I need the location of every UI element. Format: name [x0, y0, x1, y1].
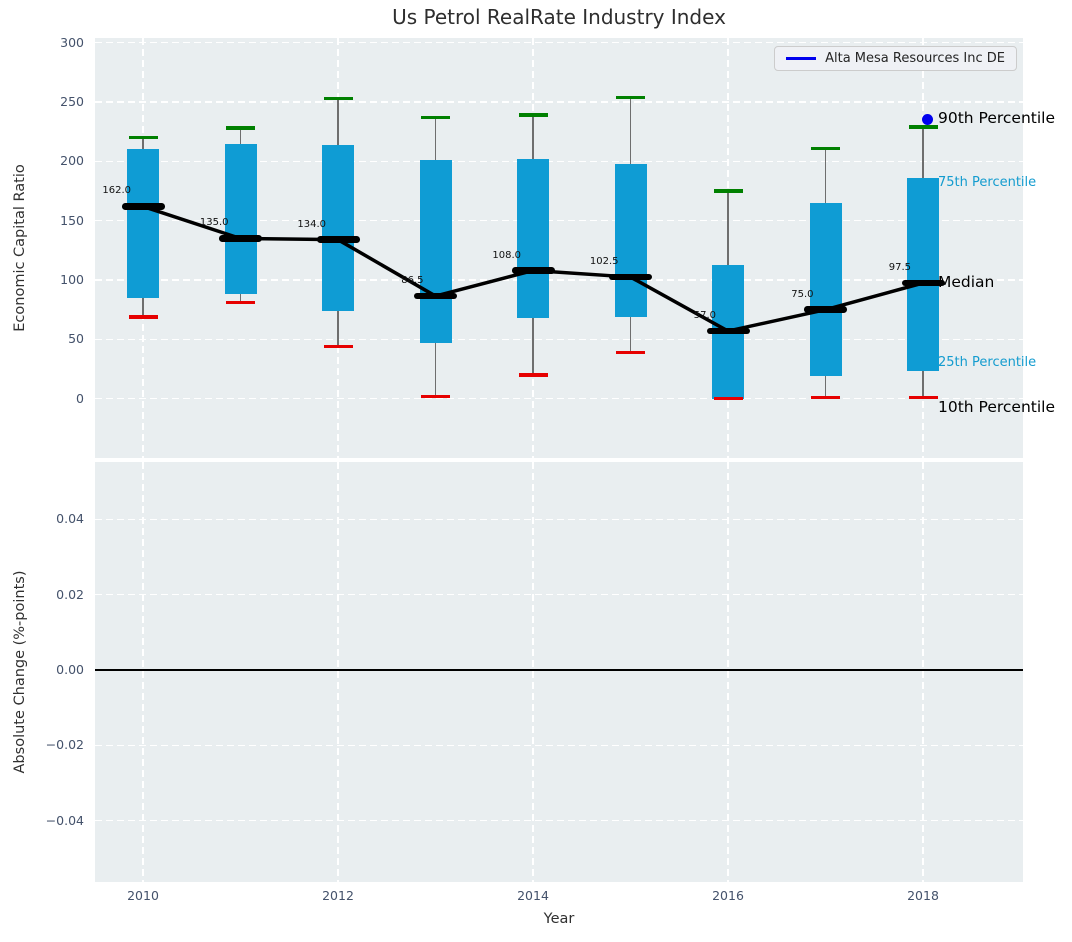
x-tick-label: 2012 — [322, 888, 354, 903]
median-marker — [609, 273, 652, 281]
box-iqr — [224, 143, 257, 295]
legend-line-swatch — [786, 57, 817, 60]
gridline-v — [727, 462, 729, 882]
gridline-h — [95, 744, 1023, 746]
y-tick-label: 300 — [60, 34, 84, 50]
percentile-label: 25th Percentile — [938, 355, 1037, 371]
whisker-cap-bottom — [616, 350, 645, 355]
median-value-label: 86.5 — [401, 275, 424, 287]
box-iqr — [419, 160, 452, 343]
zero-line — [95, 669, 1023, 671]
y-tick-label: −0.02 — [45, 737, 84, 753]
y-tick-label: 100 — [60, 272, 84, 288]
median-marker — [706, 327, 750, 335]
median-value-label: 108.0 — [492, 249, 521, 261]
x-tick-label: 2018 — [907, 888, 939, 903]
chart-title: Us Petrol RealRate Industry Index — [392, 5, 726, 29]
y-tick-label: 150 — [60, 212, 84, 228]
bottom-plot-area — [95, 462, 1023, 882]
bottom-y-axis-label: Absolute Change (%-points) — [12, 570, 28, 774]
box-iqr — [127, 149, 159, 298]
top-y-axis-label: Economic Capital Ratio — [12, 164, 28, 332]
whisker-cap-bottom — [518, 373, 548, 377]
percentile-label: 90th Percentile — [938, 108, 1056, 127]
gridline-h — [95, 594, 1023, 596]
median-marker — [414, 292, 457, 300]
whisker-cap-bottom — [811, 395, 840, 400]
y-tick-label: 0.04 — [56, 511, 84, 527]
whisker-cap-top — [616, 95, 645, 99]
whisker-cap-bottom — [421, 394, 450, 399]
gridline-h — [95, 101, 1023, 103]
whisker-cap-bottom — [323, 344, 353, 349]
box-iqr — [907, 177, 939, 372]
box-iqr — [614, 163, 647, 317]
gridline-v — [532, 462, 534, 882]
x-tick-label: 2016 — [712, 888, 744, 903]
median-marker — [901, 279, 945, 287]
median-value-label: 57.0 — [693, 310, 716, 322]
gridline-h — [95, 338, 1023, 341]
median-value-label: 75.0 — [791, 288, 814, 300]
y-tick-label: 0.00 — [56, 662, 84, 677]
y-tick-label: 0 — [76, 390, 84, 406]
median-marker — [316, 236, 360, 243]
top-plot-area: 162.0 135.0 134.0 86.5 108.0 102.5 57.0 75.0 97.… — [95, 38, 1055, 458]
legend: Alta Mesa Resources Inc DE — [774, 46, 1017, 71]
median-value-label: 162.0 — [102, 185, 131, 197]
x-tick-label: 2014 — [517, 888, 549, 903]
whisker-cap-top — [226, 126, 255, 130]
whisker-cap-top — [128, 135, 158, 140]
percentile-label: Median — [938, 272, 995, 291]
box-iqr — [809, 202, 842, 377]
y-tick-label: 0.02 — [56, 586, 84, 602]
y-tick-label: 200 — [60, 153, 84, 169]
whisker-cap-top — [908, 125, 938, 129]
whisker-cap-top — [811, 146, 840, 150]
median-value-label: 97.5 — [888, 261, 911, 273]
gridline-h — [95, 41, 1023, 44]
gridline-v — [142, 462, 144, 882]
whisker-cap-bottom — [908, 395, 938, 400]
whisker-cap-top — [323, 96, 353, 101]
percentile-label: 75th Percentile — [938, 174, 1037, 190]
median-marker — [219, 235, 262, 242]
whisker-cap-top — [713, 189, 743, 193]
median-value-label: 135.0 — [199, 217, 229, 229]
whisker-cap-top — [518, 113, 548, 117]
median-marker — [804, 306, 847, 313]
gridline-h — [95, 160, 1023, 163]
gridline-v — [337, 462, 339, 882]
whisker-cap-top — [421, 115, 450, 120]
legend-label: Alta Mesa Resources Inc DE — [825, 51, 1005, 66]
median-marker — [511, 267, 555, 274]
y-tick-label: 50 — [68, 331, 84, 347]
x-axis-label: Year — [543, 911, 575, 927]
box-iqr — [517, 158, 549, 318]
gridline-h — [95, 819, 1023, 822]
percentile-label: 10th Percentile — [938, 398, 1056, 417]
whisker-cap-bottom — [226, 300, 255, 305]
x-tick-label: 2010 — [127, 888, 159, 903]
median-marker — [121, 203, 165, 210]
gridline-h — [95, 518, 1023, 521]
gridline-h — [95, 398, 1023, 400]
y-tick-label: 250 — [60, 94, 84, 110]
company-point — [921, 113, 933, 125]
gridline-v — [922, 462, 924, 882]
median-value-label: 134.0 — [297, 218, 326, 230]
y-tick-label: −0.04 — [45, 812, 84, 828]
whisker-cap-bottom — [128, 315, 158, 319]
median-value-label: 102.5 — [589, 256, 619, 268]
box-iqr — [322, 144, 354, 311]
whisker-cap-bottom — [713, 397, 743, 401]
